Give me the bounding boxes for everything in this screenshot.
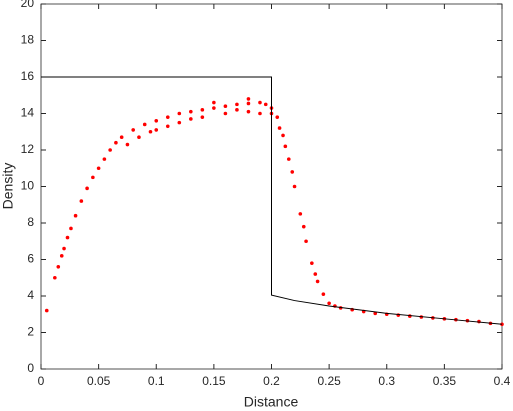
y-tick-label: 14: [21, 106, 35, 120]
data-point: [258, 100, 262, 105]
y-tick-label: 0: [27, 361, 34, 375]
y-axis-label: Density: [0, 163, 16, 210]
data-point: [283, 144, 288, 149]
data-point: [290, 170, 295, 174]
data-point: [281, 133, 285, 138]
data-point: [292, 184, 297, 189]
y-tick-label: 8: [27, 215, 34, 229]
data-point: [44, 308, 49, 313]
data-point: [277, 126, 282, 130]
data-point: [59, 254, 64, 258]
y-tick-label: 2: [27, 325, 34, 339]
y-tick-label: 4: [27, 288, 34, 302]
x-axis-label: Distance: [244, 394, 299, 410]
line: [41, 76, 503, 325]
data-point: [500, 322, 504, 327]
data-point: [258, 111, 262, 116]
data-point: [102, 157, 107, 161]
data-point: [108, 148, 112, 152]
data-point: [301, 224, 306, 229]
data-point: [313, 272, 318, 276]
data-point: [177, 120, 182, 125]
data-point: [69, 226, 73, 231]
data-point: [235, 108, 239, 112]
x-tick-label: 0.05: [87, 374, 111, 388]
data-point: [246, 109, 251, 114]
y-tick-label: 12: [21, 142, 35, 156]
data-point: [73, 213, 78, 218]
x-tick-label: 0: [38, 374, 45, 388]
y-tick-label: 6: [27, 252, 34, 266]
data-point: [263, 102, 268, 107]
x-tick-label: 0.4: [494, 374, 511, 388]
data-point: [165, 124, 170, 129]
data-point: [131, 128, 135, 132]
data-point: [246, 97, 251, 101]
data-point: [154, 128, 159, 132]
x-tick-label: 0.3: [378, 374, 395, 388]
x-tick-label: 0.15: [202, 374, 226, 388]
data-point: [62, 246, 66, 251]
data-point: [189, 109, 193, 114]
data-point: [246, 101, 251, 106]
data-point: [200, 108, 205, 112]
data-point: [142, 122, 147, 127]
data-point: [298, 212, 303, 216]
data-point: [275, 115, 280, 119]
x-tick-label: 0.2: [263, 374, 280, 388]
data-point: [310, 261, 314, 265]
data-point: [79, 199, 84, 203]
x-tick-label: 0.35: [433, 374, 457, 388]
data-point: [304, 239, 308, 244]
data-point: [223, 104, 228, 108]
data-point: [212, 100, 216, 105]
x-tick-label: 0.25: [317, 374, 341, 388]
data-point: [96, 166, 101, 171]
data-point: [125, 142, 130, 147]
data-point: [235, 102, 239, 107]
data-point: [154, 119, 159, 123]
data-point: [223, 111, 228, 116]
x-tick-label: 0.1: [148, 374, 165, 388]
data-point: [119, 135, 124, 140]
data-point: [286, 157, 291, 161]
data-point: [200, 115, 205, 119]
data-point: [177, 111, 182, 116]
y-tick-label: 10: [21, 179, 35, 193]
data-point: [85, 186, 89, 191]
data-point: [327, 301, 331, 306]
data-point: [148, 129, 153, 134]
y-tick-label: 16: [21, 69, 35, 83]
data-point: [212, 106, 216, 110]
y-tick-label: 20: [21, 0, 35, 10]
y-tick-label: 18: [21, 33, 35, 47]
data-point: [165, 115, 170, 119]
data-point: [114, 140, 118, 145]
data-point: [315, 279, 320, 284]
data-point: [53, 275, 57, 280]
data-point: [56, 265, 61, 269]
data-point: [321, 292, 326, 296]
data-point: [137, 135, 141, 140]
data-point: [189, 117, 193, 121]
data-point: [91, 175, 95, 180]
data-point: [65, 235, 70, 240]
